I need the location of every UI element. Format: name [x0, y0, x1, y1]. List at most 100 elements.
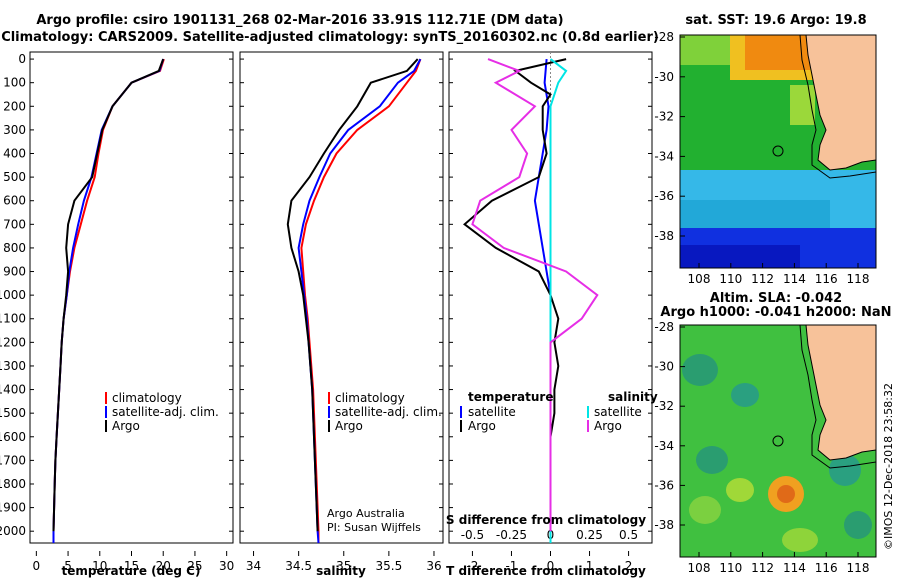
sst-map: [680, 35, 876, 268]
temperature-tick-label: 20: [156, 559, 171, 573]
depth-tick-label: 1200: [0, 335, 26, 349]
depth-tick-label: 1700: [0, 453, 26, 467]
lon-tick-label: 110: [719, 272, 742, 286]
salinity-tick-label: 35.5: [376, 559, 403, 573]
lat-tick-label: -32: [654, 110, 674, 124]
depth-axis: 0 100 200 300 400 500 600 700 800 900 1000 1100 1200…: [0, 52, 652, 538]
lat-tick-label: -34: [654, 439, 674, 453]
lon-tick-label: 118: [847, 272, 870, 286]
salinity-tick-label: 35: [336, 559, 351, 573]
sst-map-frame: [679, 34, 877, 269]
temperature-tick-label: 25: [187, 559, 202, 573]
lon-tick-label: 114: [783, 561, 806, 575]
sla-eddy: [844, 511, 872, 539]
depth-tick-label: 800: [3, 241, 26, 255]
lat-tick-label: -30: [654, 70, 674, 84]
depth-tick-label: 1000: [0, 288, 26, 302]
sla-map-frame: [679, 324, 877, 558]
temperature-panel: [29, 51, 234, 544]
temperature-legend: climatology satellite-adj. clim. Argo: [105, 391, 219, 433]
lon-tick-label: 112: [751, 272, 774, 286]
temperature-tick-label: 0: [33, 559, 41, 573]
sst-argo-location: [772, 145, 784, 157]
lat-tick-label: -38: [654, 229, 674, 243]
s-difference-argo-line: [471, 58, 599, 532]
lon-tick-label: 116: [815, 561, 838, 575]
lat-tick-label: -28: [654, 30, 674, 44]
lon-tick-label: 114: [783, 272, 806, 286]
salinity-x-axis: 34 34.5 35 35.5 36: [246, 551, 442, 573]
difference-tick-label: 2: [625, 559, 633, 573]
salinity-axis-label: salinity: [316, 564, 366, 578]
sla-eddy: [726, 478, 754, 502]
depth-tick-label: 1400: [0, 383, 26, 397]
legend-temperature-title: temperature: [468, 390, 553, 404]
salinity-tick-label: 36: [426, 559, 441, 573]
depth-tick-label: 0: [18, 52, 26, 66]
temperature-tick-label: 15: [124, 559, 139, 573]
salinity-panel: [239, 51, 444, 544]
lon-tick-label: 108: [688, 272, 711, 286]
salinity-tick-label: 34.5: [285, 559, 312, 573]
legend-t-argo: Argo: [468, 419, 496, 433]
depth-tick-label: 1500: [0, 406, 26, 420]
temperature-climatology-line: [52, 58, 165, 543]
sla-map: [680, 325, 876, 557]
depth-tick-label: 200: [3, 99, 26, 113]
sla-eddy: [682, 354, 718, 386]
sst-lon-axis: 108 110 112 114 116 118: [688, 263, 870, 286]
difference-legend: temperature salinity satellite Argo sate…: [460, 390, 658, 433]
figure-title-line1: Argo profile: csiro 1901131_268 02-Mar-2…: [36, 13, 563, 28]
difference-tick-label: 0: [547, 559, 555, 573]
lon-tick-label: 112: [751, 561, 774, 575]
sst-land: [805, 35, 876, 171]
legend-s-satellite: satellite: [594, 405, 642, 419]
sst-map-title: sat. SST: 19.6 Argo: 19.8: [685, 13, 866, 28]
s-difference-tick-label: -0.5: [461, 528, 484, 542]
depth-tick-label: 400: [3, 147, 26, 161]
sst-coldest-band: [680, 245, 800, 268]
sst-lat-axis: -28 -30 -32 -34 -36 -38: [654, 30, 685, 243]
difference-tick-label: -1: [505, 559, 517, 573]
legend-satellite-adj: satellite-adj. clim.: [335, 405, 442, 419]
lat-tick-label: -38: [654, 518, 674, 532]
lat-tick-label: -30: [654, 360, 674, 374]
difference-tick-label: 1: [586, 559, 594, 573]
salinity-legend: climatology satellite-adj. clim. Argo: [328, 391, 442, 433]
credit-pi: PI: Susan Wijffels: [327, 521, 421, 534]
sla-map-title: Altim. SLA: -0.042: [710, 291, 842, 306]
lon-tick-label: 110: [719, 561, 742, 575]
lat-tick-label: -28: [654, 320, 674, 334]
s-difference-tick-label: 0.5: [619, 528, 638, 542]
difference-tick-label: -2: [466, 559, 478, 573]
temperature-argo-line: [52, 58, 165, 532]
depth-tick-label: 1100: [0, 312, 26, 326]
temperature-tick-label: 10: [92, 559, 107, 573]
lat-tick-label: -34: [654, 149, 674, 163]
depth-tick-label: 600: [3, 194, 26, 208]
lat-tick-label: -32: [654, 399, 674, 413]
sla-argo-location: [772, 435, 784, 447]
legend-argo: Argo: [335, 419, 363, 433]
sla-land: [805, 325, 876, 461]
legend-t-satellite: satellite: [468, 405, 516, 419]
sla-lat-axis: -28 -30 -32 -34 -36 -38: [654, 320, 685, 532]
sst-orange-patch: [745, 35, 810, 70]
credit-argo-australia: Argo Australia: [327, 507, 405, 520]
sla-warm-core: [777, 485, 795, 503]
lat-tick-label: -36: [654, 189, 674, 203]
legend-climatology: climatology: [335, 391, 405, 405]
sla-eddy: [731, 383, 759, 407]
s-difference-tick-label: -0.25: [496, 528, 527, 542]
temperature-tick-label: 5: [64, 559, 72, 573]
sla-eddy: [696, 446, 728, 474]
legend-salinity-title: salinity: [608, 390, 658, 404]
salinity-argo-line: [286, 58, 419, 532]
salinity-difference-axis: -0.5 -0.25 0 0.25 0.5: [461, 528, 638, 542]
temperature-tick-label: 30: [219, 559, 234, 573]
depth-tick-label: 1800: [0, 477, 26, 491]
temperature-satellite-line: [52, 58, 165, 543]
temperature-axis-label: temperature (deg C): [62, 564, 201, 578]
depth-tick-label: 900: [3, 265, 26, 279]
